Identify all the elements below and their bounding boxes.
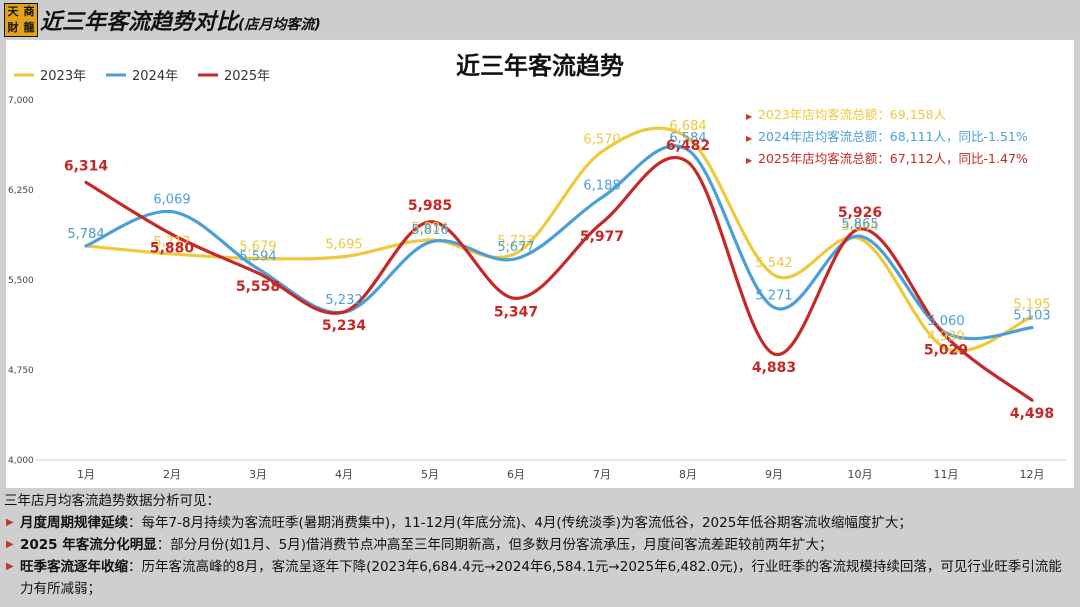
data-label: 5,103 xyxy=(1013,309,1050,324)
data-label: 5,234 xyxy=(322,318,367,334)
x-tick-label: 10月 xyxy=(848,468,873,481)
data-label: 4,883 xyxy=(752,360,796,376)
data-label: 5,717 xyxy=(153,235,190,250)
analysis-point-text: ：部分月份(如1月、5月)借消费节点冲高至三年同期新高，但多数月份客流承压，月度… xyxy=(156,537,833,553)
data-label: 5,926 xyxy=(838,205,882,221)
analysis-intro: 三年店月均客流趋势数据分析可见： xyxy=(4,493,220,509)
y-tick-label: 6,250 xyxy=(8,186,34,196)
analysis-section: 三年店月均客流趋势数据分析可见： ▶ 月度周期规律延续：每年7-8月持续为客流旺… xyxy=(0,490,1080,607)
data-label: 5,347 xyxy=(494,304,538,320)
analysis-point: ▶ 月度周期规律延续：每年7-8月持续为客流旺季(暑期消费集中)，11-12月(… xyxy=(0,512,1080,534)
x-tick-label: 11月 xyxy=(934,468,959,481)
y-tick-label: 5,500 xyxy=(8,276,34,286)
brand-logo: 天 商 財 龍 xyxy=(4,3,38,37)
data-label: 5,542 xyxy=(755,256,792,271)
x-tick-label: 4月 xyxy=(335,468,353,481)
analysis-point-lead: 月度周期规律延续 xyxy=(20,515,128,531)
logo-char: 財 xyxy=(7,21,19,34)
data-label: 4,930 xyxy=(927,329,964,344)
data-label: 5,784 xyxy=(67,227,104,242)
annotation-marker-icon: ▶ xyxy=(746,112,753,121)
data-label: 5,271 xyxy=(755,288,792,303)
data-label: 6,069 xyxy=(153,193,190,208)
chart-card: 近三年客流趋势 2023年 2024年 2025年 4,000 4,750 5,500 6… xyxy=(6,40,1074,488)
data-label: 5,977 xyxy=(580,229,624,245)
data-label: 5,195 xyxy=(1013,298,1050,313)
x-tick-label: 6月 xyxy=(507,468,525,481)
logo-char: 天 xyxy=(7,5,19,18)
data-label: 5,679 xyxy=(239,240,276,255)
data-label: 5,844 xyxy=(841,220,878,235)
y-tick-label: 4,000 xyxy=(8,456,34,466)
data-label: 5,232 xyxy=(325,293,362,308)
x-tick-label: 12月 xyxy=(1020,468,1045,481)
chart-data-labels: 5,784 5,717 5,679 5,695 5,834 5,723 6,570 6,684… xyxy=(64,119,1054,422)
legend-label: 2024年 xyxy=(132,69,178,84)
analysis-point: ▶ 2025 年客流分化明显：部分月份(如1月、5月)借消费节点冲高至三年同期新… xyxy=(0,534,1080,556)
analysis-point-lead: 旺季客流逐年收缩 xyxy=(20,559,128,575)
annotation-text: 2025年店均客流总额：67,112人，同比-1.47% xyxy=(758,151,1028,166)
bullet-marker-icon: ▶ xyxy=(6,561,14,572)
chart-annotations: ▶ 2023年店均客流总额：69,158人 ▶ 2024年店均客流总额：68,111人… xyxy=(746,107,1028,166)
legend-label: 2023年 xyxy=(40,69,86,84)
logo-char: 商 xyxy=(23,5,35,18)
page-title-text: 近三年客流趋势对比 xyxy=(40,10,239,35)
analysis-point-text: ：每年7-8月持续为客流旺季(暑期消费集中)，11-12月(年底分流)、4月(传… xyxy=(128,515,912,531)
series-line-2025年 xyxy=(84,155,1034,402)
analysis-point-lead: 2025 年客流分化明显 xyxy=(20,537,157,553)
chart-title: 近三年客流趋势 xyxy=(456,52,624,80)
x-tick-label: 8月 xyxy=(679,468,697,481)
data-label: 5,880 xyxy=(150,240,195,256)
legend-label: 2025年 xyxy=(224,69,270,84)
data-label: 6,584 xyxy=(669,131,706,146)
x-tick-label: 7月 xyxy=(593,468,611,481)
analysis-point: ▶ 旺季客流逐年收缩：历年客流高峰的8月，客流呈逐年下降(2023年6,684.… xyxy=(0,556,1080,600)
chart-legend: 2023年 2024年 2025年 xyxy=(14,69,270,84)
data-label: 5,723 xyxy=(497,234,534,249)
data-label: 5,816 xyxy=(411,223,448,238)
page-subtitle: (店月均客流) xyxy=(238,17,321,33)
data-label: 5,594 xyxy=(239,250,276,265)
data-label: 6,314 xyxy=(64,158,109,174)
logo-char: 龍 xyxy=(23,21,35,34)
data-label: 6,188 xyxy=(583,178,620,193)
chart-series xyxy=(84,126,1034,402)
line-chart: 近三年客流趋势 2023年 2024年 2025年 4,000 4,750 5,500 6… xyxy=(8,52,1066,481)
bullet-marker-icon: ▶ xyxy=(6,517,14,528)
data-label: 5,029 xyxy=(924,343,968,359)
series-line-2023年 xyxy=(84,126,1034,353)
data-label: 5,695 xyxy=(325,238,362,253)
annotation-marker-icon: ▶ xyxy=(746,134,753,143)
x-tick-label: 5月 xyxy=(421,468,439,481)
page-title: 近三年客流趋势对比(店月均客流) xyxy=(40,4,321,36)
data-label: 4,498 xyxy=(1010,406,1054,422)
data-label: 5,558 xyxy=(236,279,280,295)
data-label: 5,865 xyxy=(841,217,878,232)
data-label: 6,684 xyxy=(669,119,706,134)
analysis-point-text: ：历年客流高峰的8月，客流呈逐年下降(2023年6,684.4元→2024年6,… xyxy=(20,559,1062,597)
data-label: 5,784 xyxy=(67,227,104,242)
data-label: 5,834 xyxy=(411,221,448,236)
data-label: 5,985 xyxy=(408,198,452,214)
top-bar: 天 商 財 龍 近三年客流趋势对比(店月均客流) xyxy=(0,0,1080,38)
data-label: 5,677 xyxy=(497,240,534,255)
series-line-2024年 xyxy=(84,144,1034,341)
bullet-marker-icon: ▶ xyxy=(6,539,14,550)
annotation-marker-icon: ▶ xyxy=(746,156,753,165)
x-tick-label: 1月 xyxy=(77,468,95,481)
data-label: 6,482 xyxy=(666,138,710,154)
data-label: 5,060 xyxy=(927,314,964,329)
x-tick-label: 9月 xyxy=(765,468,783,481)
chart-axes: 4,000 4,750 5,500 6,250 7,000 1月 2月 3月 4月 5月 6月 7月 8… xyxy=(8,96,1066,481)
x-tick-label: 3月 xyxy=(249,468,267,481)
y-tick-label: 7,000 xyxy=(8,96,34,106)
annotation-text: 2024年店均客流总额：68,111人，同比-1.51% xyxy=(758,129,1028,144)
x-tick-label: 2月 xyxy=(163,468,181,481)
annotation-text: 2023年店均客流总额：69,158人 xyxy=(758,107,947,122)
data-label: 6,570 xyxy=(583,133,620,148)
y-tick-label: 4,750 xyxy=(8,366,34,376)
